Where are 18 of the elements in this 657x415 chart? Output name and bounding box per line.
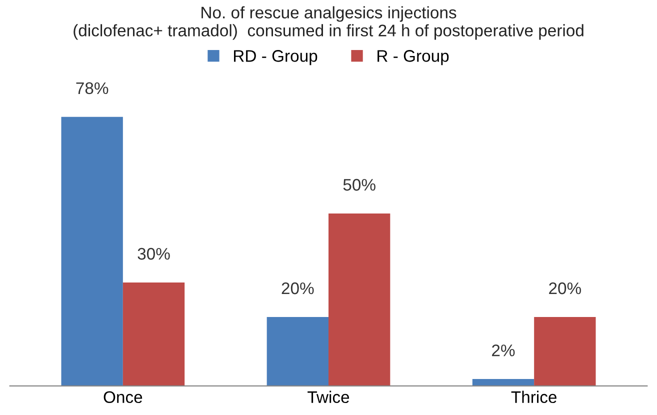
bar bbox=[534, 316, 596, 386]
bar bbox=[328, 213, 390, 386]
data-label: 30% bbox=[138, 248, 170, 260]
x-tick-label: Twice bbox=[308, 390, 350, 404]
data-label: 20% bbox=[282, 282, 314, 294]
legend-label: R - Group bbox=[378, 50, 449, 66]
bar bbox=[61, 116, 123, 386]
bar bbox=[472, 379, 534, 386]
x-tick-label: Once bbox=[104, 391, 142, 404]
legend-label: RD - Group bbox=[234, 50, 318, 66]
chart-title: No. of rescue analgesics injections (diclofenac+ tramadol) consumed in first 24 h of postoperative period bbox=[74, 6, 584, 40]
data-label: 50% bbox=[343, 178, 376, 191]
data-label: 20% bbox=[549, 282, 581, 294]
bar bbox=[266, 316, 328, 386]
data-label: 2% bbox=[492, 344, 515, 356]
bar bbox=[122, 282, 185, 386]
x-tick-label: Thrice bbox=[511, 390, 556, 404]
data-label: 78% bbox=[76, 82, 108, 94]
